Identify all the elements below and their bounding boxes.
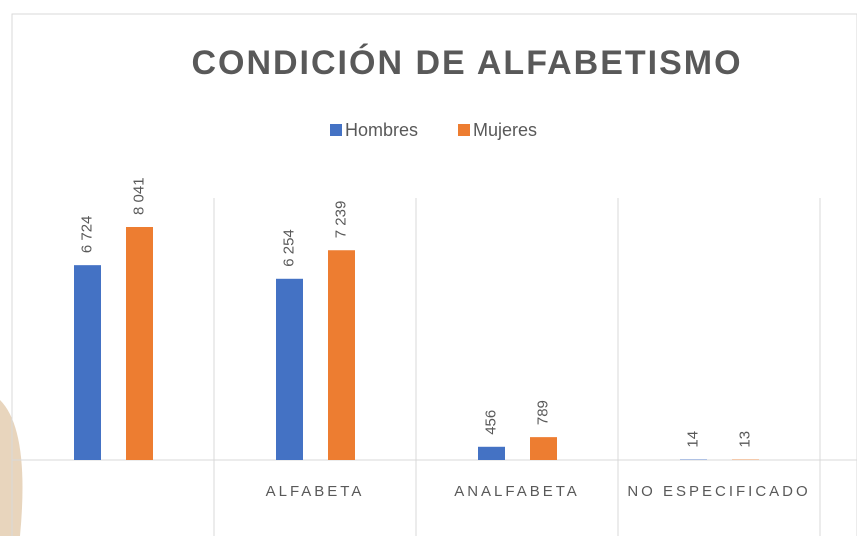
x-tick-label: NO ESPECIFICADO — [627, 483, 811, 500]
bar — [276, 278, 303, 460]
bar — [478, 446, 505, 460]
value-label: 456 — [482, 410, 499, 435]
value-label: 14 — [684, 431, 701, 448]
x-tick-label: ANALFABETA — [454, 483, 580, 500]
value-label: 789 — [534, 400, 551, 425]
legend-label: Mujeres — [473, 120, 537, 140]
value-label: 7 239 — [332, 201, 349, 239]
value-label: 8 041 — [130, 177, 147, 215]
bar — [530, 437, 557, 460]
background-fragment — [0, 400, 23, 536]
x-tick-label: ALFABETA — [265, 483, 365, 500]
legend-label: Hombres — [345, 120, 418, 140]
value-label: 13 — [736, 431, 753, 448]
bar — [126, 227, 153, 460]
value-label: 6 724 — [78, 216, 95, 254]
value-label: 6 254 — [280, 229, 297, 267]
legend-swatch — [458, 124, 470, 136]
bar — [328, 250, 355, 460]
legend-swatch — [330, 124, 342, 136]
bar — [74, 265, 101, 460]
chart-title: CONDICIÓN DE ALFABETISMO — [191, 44, 742, 82]
